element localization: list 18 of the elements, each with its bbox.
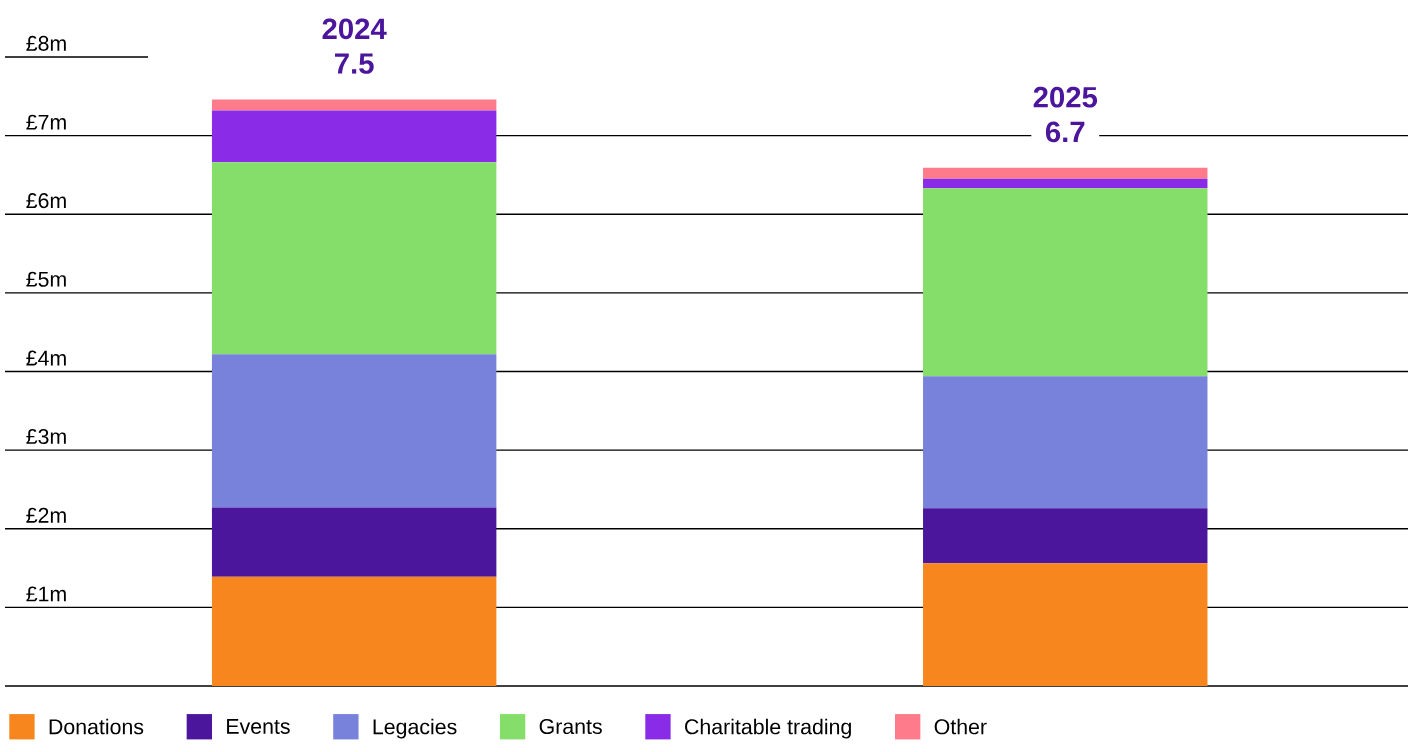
total-label: 7.5: [335, 53, 374, 74]
y-tick-label: £4m: [26, 350, 66, 366]
y-tick-label: £3m: [26, 428, 66, 445]
y-tick-label: £7m: [26, 114, 66, 130]
legend-label: Legacies: [373, 718, 457, 739]
y-tick-label: £8m: [26, 35, 66, 51]
legend-label: Grants: [539, 718, 602, 735]
y-tick-label: £5m: [26, 271, 66, 287]
y-tick-label: £6m: [26, 193, 66, 209]
legend-label: Events: [227, 719, 290, 734]
x-tick-label: 2024: [322, 18, 387, 40]
legend-label: Other: [934, 718, 987, 735]
total-label: 6.7: [1045, 121, 1085, 143]
legend-label: Charitable trading: [685, 718, 851, 739]
x-tick-label: 2025: [1033, 86, 1098, 108]
legend-label: Donations: [49, 718, 144, 735]
y-tick-label: £1m: [26, 586, 66, 602]
y-tick-label: £2m: [26, 507, 66, 523]
